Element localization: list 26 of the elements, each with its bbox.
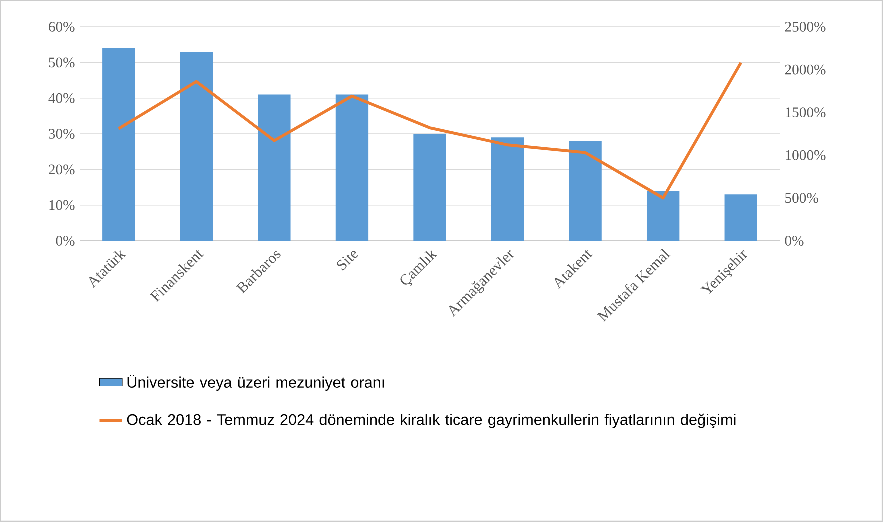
y2-tick-label: 1500% — [786, 108, 826, 118]
y-tick-label: 40% — [48, 93, 75, 104]
bar — [180, 52, 213, 242]
y-tick-label: 20% — [49, 164, 75, 175]
legend-label: Üniversite veya üzeri mezuniyet oranı — [128, 375, 384, 392]
bar — [102, 48, 136, 242]
bar — [491, 138, 524, 242]
y2-tick-label: 2000% — [785, 64, 826, 75]
bar — [414, 134, 446, 242]
legend-label: Ocak 2018 - Temmuz 2024 döneminde kiralık ticare gayrimenkullerin fiyatlarının değişimi — [127, 414, 736, 428]
y2-tick-label: 1000% — [786, 150, 826, 160]
y-tick-label: 10% — [50, 200, 75, 210]
y2-tick-label: 0% — [785, 236, 804, 246]
y-tick-label: 30% — [49, 129, 75, 139]
bar — [569, 141, 602, 242]
x-tick-label: Site — [337, 251, 359, 271]
y-tick-label: 50% — [49, 58, 75, 68]
bar — [724, 194, 758, 242]
y-tick-label: 0% — [56, 236, 75, 246]
y2-tick-label: 500% — [786, 193, 818, 204]
bar — [258, 94, 291, 242]
y2-tick-label: 2500% — [785, 22, 826, 32]
y-tick-label: 60% — [49, 22, 75, 32]
bar — [336, 94, 369, 242]
bar — [646, 191, 680, 242]
line-series — [117, 61, 743, 200]
